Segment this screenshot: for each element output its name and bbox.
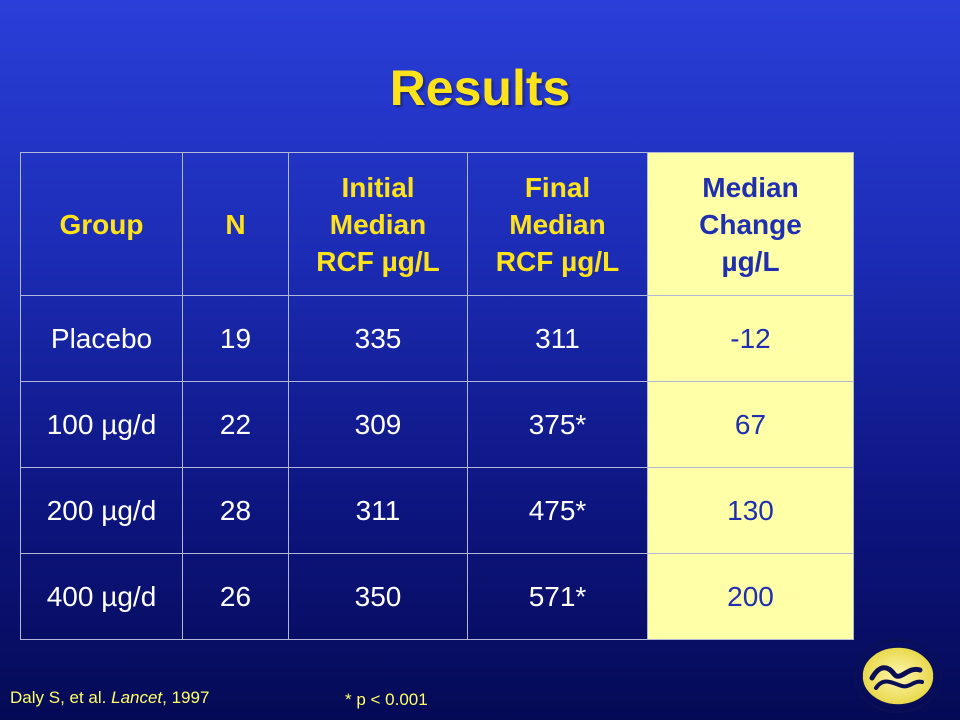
cell-initial: 311 — [288, 467, 468, 554]
cell-final: 571* — [467, 553, 648, 640]
hhs-seal-icon — [853, 638, 942, 714]
results-table: Group N Initial Median RCF µg/L Final Media… — [20, 152, 854, 640]
cell-group: 200 µg/d — [20, 467, 183, 554]
cell-group: Placebo — [20, 295, 183, 382]
cell-change: 130 — [647, 467, 854, 554]
cell-group: 100 µg/d — [20, 381, 183, 468]
header-final-median: Final Median RCF µg/L — [467, 152, 648, 296]
cell-final: 375* — [467, 381, 648, 468]
header-initial-median: Initial Median RCF µg/L — [288, 152, 468, 296]
cell-change: 67 — [647, 381, 854, 468]
slide-title: Results — [389, 60, 571, 116]
header-group: Group — [20, 152, 183, 296]
cell-group: 400 µg/d — [20, 553, 183, 640]
table-row: 200 µg/d 28 311 475* 130 — [20, 467, 854, 554]
cell-initial: 335 — [288, 295, 468, 382]
table-row: 100 µg/d 22 309 375* 67 — [20, 381, 854, 468]
cell-change: 200 — [647, 553, 854, 640]
header-row: Group N Initial Median RCF µg/L Final Media… — [20, 152, 854, 296]
cell-final: 475* — [467, 467, 648, 554]
citation: Daly S, et al. Lancet, 1997 — [10, 688, 210, 707]
table-row: Placebo 19 335 311 -12 — [20, 295, 854, 382]
cell-initial: 350 — [288, 553, 468, 640]
significance-note: * p < 0.001 — [345, 690, 428, 709]
cell-n: 22 — [182, 381, 289, 468]
table-row: 400 µg/d 26 350 571* 200 — [20, 553, 854, 640]
cell-initial: 309 — [288, 381, 468, 468]
cell-final: 311 — [467, 295, 648, 382]
cell-change: -12 — [647, 295, 854, 382]
cell-n: 19 — [182, 295, 289, 382]
cell-n: 26 — [182, 553, 289, 640]
header-median-change: Median Change µg/L — [647, 152, 854, 296]
cell-n: 28 — [182, 467, 289, 554]
header-n: N — [182, 152, 289, 296]
